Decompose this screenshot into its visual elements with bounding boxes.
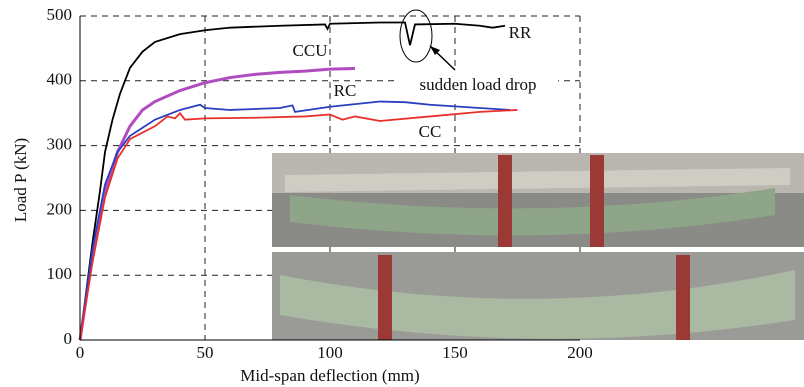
y-tick-label: 200	[47, 199, 73, 218]
y-tick-label: 100	[47, 264, 73, 283]
y-tick-label: 400	[47, 70, 73, 89]
series-label: RR	[509, 23, 532, 42]
annotation: sudden load drop	[419, 75, 536, 94]
series-label: CCU	[293, 41, 328, 60]
series-line	[79, 109, 518, 341]
x-axis-title: Mid-span deflection (mm)	[240, 366, 419, 385]
beam-slab	[285, 168, 790, 192]
y-tick-label: 500	[47, 5, 73, 24]
x-tick-label: 50	[197, 343, 214, 362]
series-line	[79, 100, 511, 341]
x-tick-label: 0	[76, 343, 85, 362]
x-tick-label: 150	[442, 343, 468, 362]
x-tick-label: 200	[567, 343, 593, 362]
strap	[590, 155, 604, 247]
beam-tube	[280, 270, 795, 339]
series-label: CC	[419, 122, 442, 141]
strap	[378, 255, 392, 340]
drop-circle	[399, 9, 433, 63]
strap	[676, 255, 690, 340]
series-line	[78, 66, 356, 341]
y-axis-title: Load P (kN)	[11, 138, 30, 222]
arrow-head	[430, 46, 440, 55]
strap	[498, 155, 512, 247]
annotation-box	[398, 71, 558, 101]
photos	[272, 153, 804, 340]
series-line	[79, 21, 506, 341]
y-tick-label: 300	[47, 135, 73, 154]
beam-tube	[290, 188, 775, 236]
series-label: RC	[334, 81, 357, 100]
y-tick-label: 0	[64, 329, 73, 348]
x-tick-label: 100	[317, 343, 343, 362]
